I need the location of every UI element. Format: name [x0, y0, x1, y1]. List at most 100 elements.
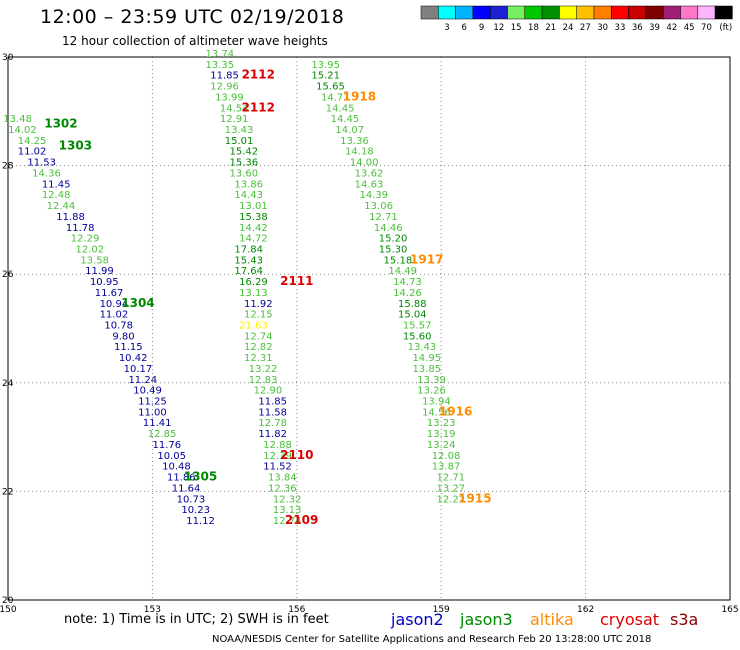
jason3-point: 14.72: [239, 234, 268, 245]
altika-point: 13.94: [422, 397, 451, 408]
jason3-point: 13.13: [273, 505, 302, 516]
jason3-point: 12.32: [273, 494, 302, 505]
x-tick-label: 162: [577, 605, 594, 615]
jason3-point: 11.85: [210, 71, 239, 82]
jason3-point: 12.78: [258, 418, 287, 429]
altika-point: 14.95: [412, 353, 441, 364]
colorbar-tick: 30: [597, 23, 608, 33]
jason2-point: 11.67: [95, 288, 124, 299]
track-label: 2109: [285, 513, 318, 527]
jason2-point: 11.12: [186, 516, 215, 527]
footnote: note: 1) Time is in UTC; 2) SWH is in fe…: [64, 612, 329, 627]
altika-point: 13.85: [412, 364, 441, 375]
colorbar-swatch: [680, 5, 699, 20]
track-label: 1917: [410, 252, 443, 266]
jason2-point: 12.02: [76, 244, 105, 255]
colorbar-tick: 70: [701, 23, 712, 33]
altika-point: 13.23: [427, 418, 456, 429]
track-label: 1303: [59, 138, 92, 152]
colorbar-tick: 3: [444, 23, 449, 33]
jason2-point: 10.78: [104, 321, 133, 332]
jason2-point: 11.15: [114, 342, 143, 353]
jason2-point: 9.80: [112, 331, 134, 342]
jason3-point: 14.43: [234, 190, 263, 201]
jason3-point: 12.82: [244, 342, 273, 353]
y-tick-label: 20: [2, 596, 14, 606]
colorbar-swatch: [662, 5, 681, 20]
track-label: 2112: [242, 100, 275, 114]
jason2-point: 12.85: [148, 429, 177, 440]
colorbar-swatch: [507, 5, 526, 20]
jason3-point: 13.35: [205, 60, 234, 71]
colorbar-swatch: [524, 5, 543, 20]
chart-subtitle: 12 hour collection of altimeter wave hei…: [62, 34, 328, 48]
altika-point: 12.08: [432, 451, 461, 462]
jason3-point: 15.36: [230, 158, 259, 169]
legend-cryosat: cryosat: [600, 610, 660, 629]
jason2-point: 12.48: [42, 190, 71, 201]
jason3-point: 11.82: [258, 429, 287, 440]
altika-point: 13.95: [311, 60, 340, 71]
colorbar-tick: 6: [462, 23, 467, 33]
altika-point: 13.19: [427, 429, 456, 440]
jason2-point: 11.78: [66, 223, 95, 234]
jason2-point: 10.49: [133, 386, 162, 397]
altika-point: 13.27: [437, 483, 466, 494]
x-tick-label: 156: [288, 605, 305, 615]
jason3-point: 13.74: [205, 49, 234, 60]
altika-point: 13.62: [355, 168, 384, 179]
x-tick-label: 159: [433, 605, 450, 615]
track-label: 1915: [458, 491, 491, 505]
jason3-point: 17.64: [234, 266, 263, 277]
jason2-point: 11.41: [143, 418, 172, 429]
colorbar-unit: (ft): [719, 23, 732, 33]
colorbar-swatch: [489, 5, 508, 20]
altika-point: 15.20: [379, 234, 408, 245]
altika-point: 14.49: [388, 266, 417, 277]
track-label: 1305: [184, 470, 217, 484]
chart-title: 12:00 – 23:59 UTC 02/19/2018: [40, 6, 345, 28]
track-label: 2112: [242, 68, 275, 82]
jason3-point: 13.84: [268, 473, 297, 484]
jason3-point: 13.60: [230, 168, 259, 179]
track-label: 2111: [280, 274, 313, 288]
altika-point: 14.46: [374, 223, 403, 234]
jason3-point: 13.86: [234, 179, 263, 190]
altika-point: 15.65: [316, 82, 345, 93]
altika-point: 14.45: [326, 103, 355, 114]
jason3-point: 12.88: [263, 440, 292, 451]
y-tick-label: 28: [2, 162, 14, 172]
altika-point: 13.26: [417, 386, 446, 397]
jason3-point: 14.54: [220, 103, 249, 114]
altika-point: 15.57: [403, 321, 432, 332]
colorbar-swatch: [455, 5, 474, 20]
colorbar-swatch: [438, 5, 456, 20]
altika-point: 12.22: [437, 494, 466, 505]
jason2-point: 13.58: [80, 255, 109, 266]
jason3-point: 13.99: [215, 92, 244, 103]
y-tick-label: 22: [2, 487, 13, 497]
jason3-point: 12.90: [254, 386, 283, 397]
colorbar-swatch: [576, 5, 595, 20]
jason2-point: 12.29: [71, 234, 100, 245]
colorbar-tick: 15: [511, 23, 522, 33]
jason2-point: 10.48: [162, 462, 191, 473]
jason2-point: 10.05: [157, 451, 186, 462]
y-tick-label: 24: [2, 379, 14, 389]
jason3-point: 11.85: [258, 397, 287, 408]
altika-point: 14.07: [335, 125, 364, 136]
jason3-point: 13.01: [239, 201, 268, 212]
track-label: 1918: [343, 89, 376, 103]
legend-s3a: s3a: [670, 610, 699, 629]
altika-point: 14.45: [331, 114, 360, 125]
y-tick-label: 30: [2, 53, 14, 63]
jason2-point: 11.00: [138, 407, 167, 418]
jason3-point: 12.74: [244, 331, 273, 342]
y-tick-label: 26: [2, 270, 14, 280]
altika-point: 14.71: [321, 92, 350, 103]
x-tick-label: 165: [721, 605, 738, 615]
altika-point: 14.18: [345, 147, 374, 158]
colorbar-tick: 24: [563, 23, 574, 33]
colorbar-tick: 9: [479, 23, 484, 33]
